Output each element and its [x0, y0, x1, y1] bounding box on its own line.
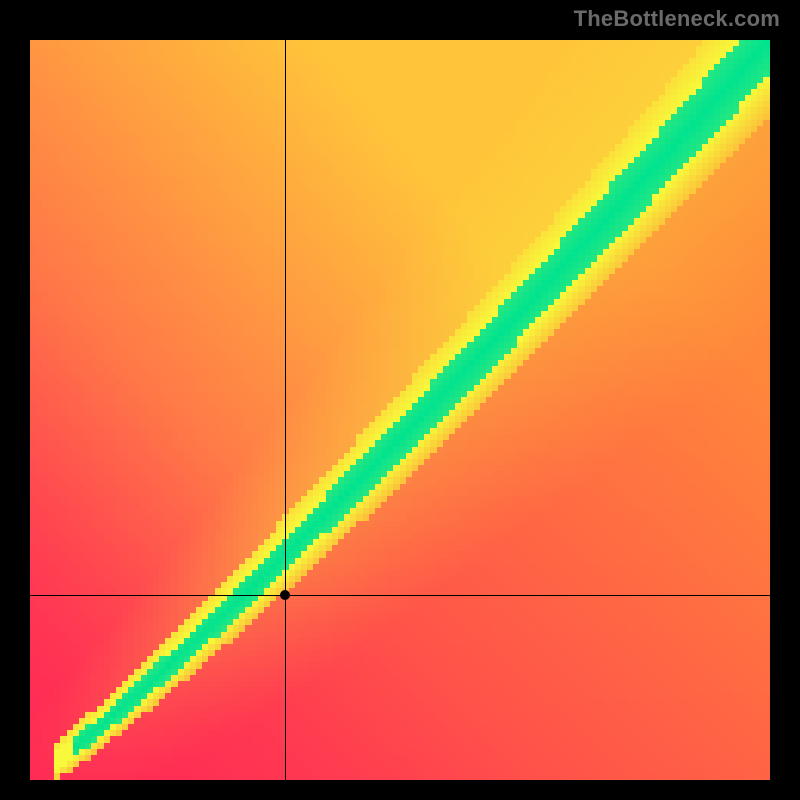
figure-root: TheBottleneck.com — [0, 0, 800, 800]
watermark-label: TheBottleneck.com — [574, 6, 780, 32]
crosshair-vertical — [285, 40, 286, 780]
crosshair-horizontal — [30, 595, 770, 596]
heatmap-canvas — [30, 40, 770, 780]
plot-area — [30, 40, 770, 780]
